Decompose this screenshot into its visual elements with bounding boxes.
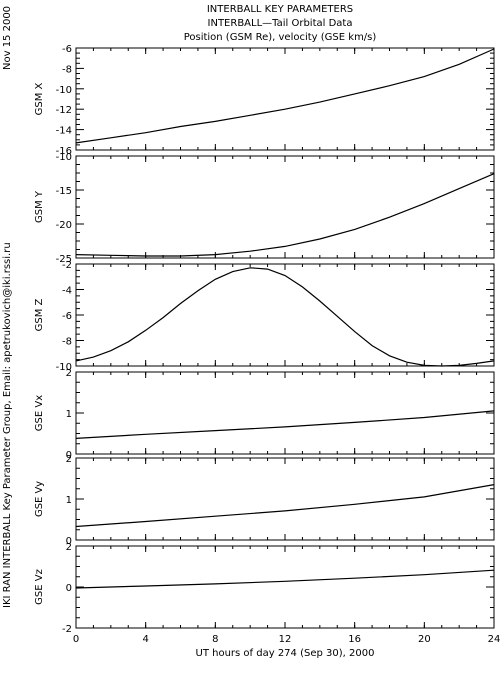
- plot-frame: [75, 263, 495, 367]
- y-tick-label: -2: [62, 260, 72, 271]
- panel-2: -25 -20 -15 -10 GSM Y: [34, 152, 495, 265]
- plot-frame: [75, 155, 495, 259]
- x-tick-label: 12: [279, 634, 292, 645]
- plot-frame: [75, 47, 495, 151]
- y-tick-label: 1: [66, 495, 72, 506]
- y-axis-label: GSM Z: [34, 298, 45, 331]
- panel-4: 0 1 2 GSE Vx: [34, 368, 495, 461]
- series-line: [75, 267, 495, 367]
- y-tick-label: -20: [56, 220, 72, 231]
- y-tick-label: -4: [62, 286, 72, 297]
- y-tick-label: 2: [66, 454, 72, 465]
- x-tick-label: 4: [142, 634, 148, 645]
- plot-frame: [75, 457, 495, 541]
- y-tick-label: -6: [62, 311, 72, 322]
- y-tick-label: -10: [56, 85, 72, 96]
- x-axis-label: UT hours of day 274 (Sep 30), 2000: [196, 648, 375, 659]
- y-axis-label: GSE Vx: [34, 395, 45, 431]
- panel-3: -10 -8 -6 -4 -2 GSM Z: [34, 260, 495, 373]
- y-axis-label: GSE Vy: [34, 481, 45, 517]
- y-tick-label: -16: [56, 146, 72, 157]
- y-tick-label: -8: [62, 337, 72, 348]
- y-tick-label: -6: [62, 44, 72, 55]
- y-tick-label: 0: [66, 450, 72, 461]
- x-tick-label: 0: [73, 634, 79, 645]
- panel-1: -16 -14 -12 -10 -8 -6 GSM X: [34, 44, 495, 157]
- y-tick-label: -25: [56, 254, 72, 265]
- plot-units-caption: Position (GSM Re), velocity (GSE km/s): [183, 32, 377, 43]
- y-axis-label: GSM X: [34, 82, 45, 115]
- y-axis-label: GSM Y: [34, 190, 45, 223]
- panel-6: -2 0 2 GSE Vz: [34, 542, 495, 635]
- y-tick-label: 0: [66, 536, 72, 547]
- series-line: [75, 48, 495, 144]
- plot-title: INTERBALL KEY PARAMETERS: [206, 4, 354, 15]
- x-tick-label: 16: [348, 634, 361, 645]
- panel-5: 0 1 2 GSE Vy: [34, 454, 495, 547]
- y-tick-label: 0: [66, 583, 72, 594]
- y-tick-label: -15: [56, 186, 72, 197]
- plot-subtitle: INTERBALL—Tail Orbital Data: [207, 18, 353, 29]
- y-tick-label: -8: [62, 64, 72, 75]
- plot-frame: [75, 545, 495, 629]
- y-tick-label: -12: [56, 105, 72, 116]
- y-tick-label: -14: [56, 126, 72, 137]
- plot-frame: [75, 371, 495, 455]
- y-axis-label: GSE Vz: [34, 569, 45, 605]
- series-line: [75, 569, 495, 589]
- x-tick-label: 24: [488, 634, 501, 645]
- y-tick-label: -2: [62, 624, 72, 635]
- x-tick-label: 8: [212, 634, 218, 645]
- series-line: [75, 173, 495, 257]
- y-tick-label: 2: [66, 368, 72, 379]
- y-tick-label: -10: [56, 362, 72, 373]
- y-tick-label: 1: [66, 409, 72, 420]
- y-tick-label: -10: [56, 152, 72, 163]
- series-line: [75, 410, 495, 439]
- y-tick-label: 2: [66, 542, 72, 553]
- x-tick-label: 20: [418, 634, 431, 645]
- series-line: [75, 484, 495, 528]
